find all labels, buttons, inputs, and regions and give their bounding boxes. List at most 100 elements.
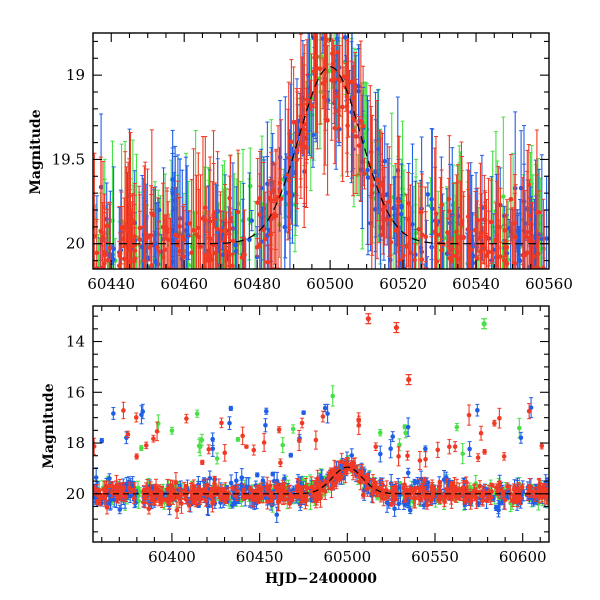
top-red-point	[325, 7, 330, 12]
top-red-point	[311, 69, 317, 74]
top-red-point	[121, 256, 127, 262]
top-red-point	[416, 226, 422, 232]
top-axes: 60440 60460 60480 60500 60520 60540 60560 19 19.…	[52, 33, 573, 293]
top-green-point	[501, 194, 506, 199]
bottom-green-point	[194, 411, 200, 417]
top-red-point	[187, 221, 193, 226]
top-red-point	[117, 251, 123, 256]
top-red-point	[271, 188, 277, 193]
bottom-green-point	[280, 442, 286, 448]
top-red-point	[93, 233, 97, 239]
top-red-point	[493, 238, 498, 244]
top-panel: 60440 60460 60480 60500 60520 60540 60560 19 19.…	[28, 7, 573, 303]
top-plot-frame	[92, 32, 550, 270]
bottom-blue-point	[349, 453, 355, 458]
top-blue-point	[342, 35, 348, 40]
top-green-point	[217, 270, 222, 275]
top-red-point	[369, 191, 375, 196]
top-red-point	[222, 237, 228, 243]
top-red-point	[215, 226, 220, 232]
top-red-point	[456, 256, 462, 262]
top-red-point	[289, 139, 294, 145]
top-red-point	[362, 171, 367, 176]
top-red-point	[265, 260, 271, 265]
top-red-point	[275, 194, 281, 200]
top-red-point	[130, 218, 135, 223]
top-green-point	[193, 298, 198, 303]
top-red-point	[235, 209, 241, 215]
top-x-tick-label: 60540	[452, 275, 500, 293]
top-red-point	[294, 157, 299, 163]
top-red-point	[447, 255, 452, 261]
top-x-tick-label: 60480	[233, 275, 281, 293]
top-green-point	[135, 272, 140, 277]
top-blue-point	[446, 288, 451, 293]
top-red-point	[151, 212, 156, 218]
top-y-tick-label: 19.5	[52, 150, 85, 168]
top-red-point	[393, 228, 399, 233]
top-red-point	[177, 248, 183, 254]
bottom-blue-point	[301, 410, 306, 415]
top-red-point	[368, 149, 374, 155]
top-red-point	[447, 208, 452, 214]
top-red-point	[268, 232, 273, 238]
top-green-point	[216, 272, 221, 277]
top-red-point	[504, 245, 510, 250]
bottom-blue-point	[228, 406, 234, 411]
top-green-point	[222, 274, 227, 279]
top-blue-point	[233, 242, 238, 248]
top-red-point	[504, 275, 509, 280]
bottom-green-point	[516, 425, 522, 431]
top-x-tick-label: 60500	[306, 275, 354, 293]
top-x-tick-label: 60440	[87, 275, 135, 293]
top-red-point	[341, 74, 347, 80]
top-red-point	[467, 257, 472, 263]
bottom-green-point	[377, 430, 383, 436]
top-red-point	[189, 250, 195, 255]
top-red-point	[273, 197, 279, 203]
top-red-point	[121, 236, 126, 241]
top-red-point	[212, 217, 217, 222]
top-red-point	[329, 77, 334, 83]
top-blue-point	[502, 289, 507, 294]
top-blue-point	[511, 282, 516, 287]
bottom-green-point	[330, 393, 336, 399]
top-red-point	[388, 239, 394, 245]
top-red-point	[502, 228, 507, 233]
top-red-point	[512, 260, 518, 266]
top-red-point	[344, 94, 350, 99]
top-blue-point	[410, 222, 415, 227]
top-red-point	[461, 234, 466, 240]
bottom-green-point	[169, 428, 175, 433]
bottom-blue-point	[325, 411, 330, 416]
top-red-point	[320, 81, 326, 86]
top-blue-point	[183, 228, 189, 233]
top-red-point	[294, 147, 300, 153]
top-blue-point	[209, 274, 214, 279]
top-red-point	[439, 247, 444, 253]
top-blue-point	[430, 206, 435, 212]
top-red-point	[162, 247, 167, 252]
top-y-tick-label: 20	[66, 235, 85, 253]
top-red-point	[230, 238, 236, 244]
top-red-point	[196, 234, 202, 240]
bottom-blue-point	[274, 512, 280, 518]
top-red-point	[173, 232, 178, 238]
top-red-point	[168, 265, 173, 269]
bottom-green-point	[454, 424, 460, 430]
top-red-point	[351, 95, 356, 101]
top-red-point	[378, 181, 384, 187]
top-blue-point	[98, 294, 103, 299]
top-red-point	[451, 253, 456, 259]
top-red-point	[145, 235, 150, 240]
top-blue-point	[249, 218, 255, 223]
top-green-point	[500, 277, 505, 282]
top-blue-point	[515, 280, 520, 285]
top-red-point	[191, 228, 196, 233]
top-red-point	[214, 285, 219, 290]
top-blue-point	[391, 205, 397, 211]
top-y-tick-label: 19	[66, 66, 85, 84]
top-red-point	[488, 219, 494, 225]
top-green-point	[236, 201, 241, 207]
top-red-point	[434, 259, 440, 264]
